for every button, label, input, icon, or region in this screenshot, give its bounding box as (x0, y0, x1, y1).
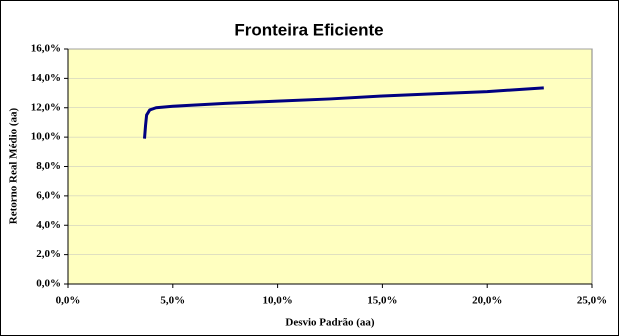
y-tick-label: 0,0% (36, 278, 61, 290)
x-tick-label: 5,0% (160, 295, 185, 307)
y-tick-label: 4,0% (36, 219, 61, 231)
chart-title: Fronteira Eficiente (234, 20, 383, 39)
x-axis-label: Desvio Padrão (aa) (285, 317, 375, 329)
series-line (143, 86, 544, 139)
x-tick-label: 0,0% (56, 295, 81, 307)
y-axis-label: Retorno Real Médio (aa) (8, 107, 20, 224)
x-tick-label: 10,0% (262, 295, 292, 307)
y-tick-label: 10,0% (31, 131, 61, 143)
y-tick-label: 14,0% (31, 72, 61, 84)
y-tick-label: 2,0% (36, 248, 61, 260)
x-tick-label: 25,0% (577, 295, 607, 307)
x-tick-label: 20,0% (472, 295, 502, 307)
y-tick-label: 8,0% (36, 160, 61, 172)
y-tick-label: 12,0% (31, 101, 61, 113)
x-tick-label: 15,0% (367, 295, 397, 307)
y-tick-label: 16,0% (31, 43, 61, 55)
y-tick-label: 6,0% (36, 189, 61, 201)
